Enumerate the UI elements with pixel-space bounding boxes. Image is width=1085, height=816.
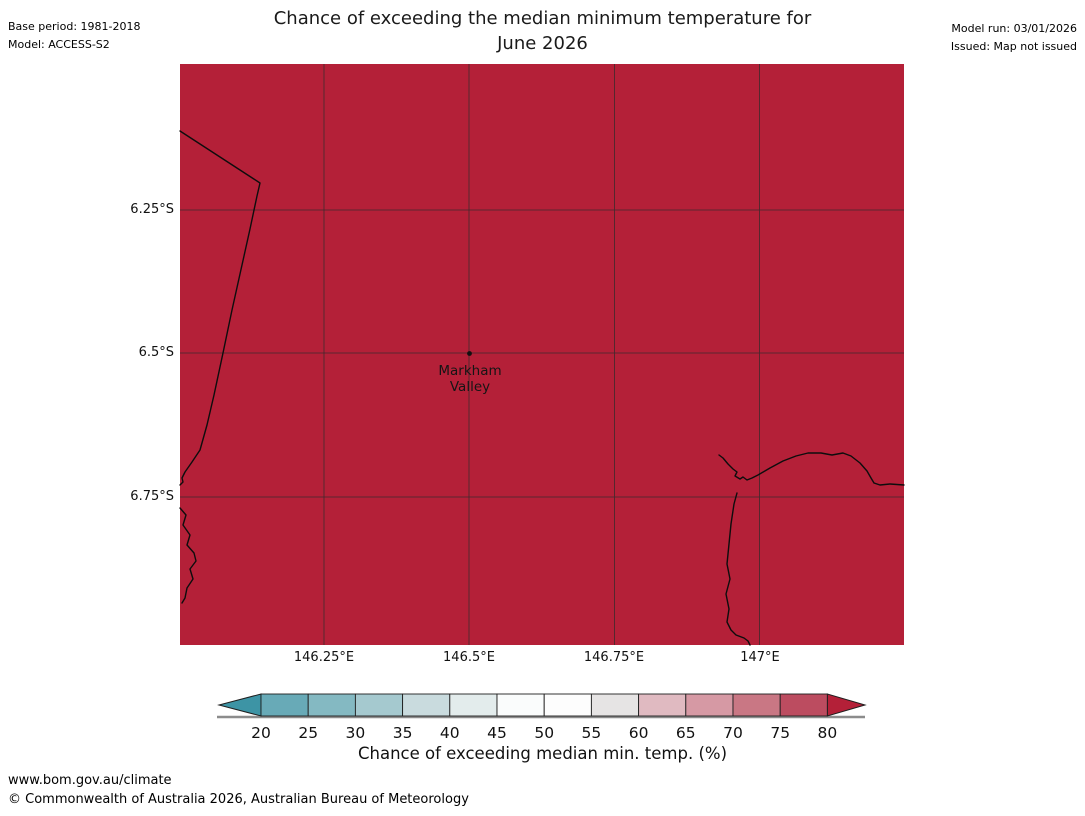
- model-run-text: Model run: 03/01/2026: [951, 22, 1077, 35]
- map-canvas: Markham Valley: [179, 64, 905, 646]
- colorbar-segment-40-45: [449, 693, 498, 717]
- base-period-text: Base period: 1981-2018: [8, 20, 141, 33]
- location-marker-label-line1: Markham: [438, 363, 501, 379]
- coastline-west-lower: [179, 507, 197, 604]
- page-title-line2: June 2026: [497, 33, 588, 54]
- colorbar-tick-20: 20: [251, 724, 271, 742]
- colorbar-right-arrow: [826, 693, 867, 717]
- colorbar-segment-25-30: [307, 693, 356, 717]
- colorbar-segment-75-80: [779, 693, 828, 717]
- colorbar-segment-35-40: [402, 693, 451, 717]
- page-title: Chance of exceeding the median minimum t…: [0, 6, 1085, 56]
- model-text: Model: ACCESS-S2: [8, 38, 110, 51]
- colorbar-left-arrow: [217, 693, 262, 717]
- footer-url: www.bom.gov.au/climate: [8, 773, 172, 788]
- coastlines: [179, 130, 905, 646]
- colorbar-tick-30: 30: [346, 724, 366, 742]
- colorbar-segment-55-60: [590, 693, 640, 717]
- map-fill-region: [180, 64, 904, 645]
- colorbar-segment-50-55: [543, 693, 592, 717]
- coastline-northwest: [179, 130, 261, 486]
- colorbar: 20 25 30 35 40 45 50 55 60 65 70 75 80: [217, 693, 867, 742]
- lat-label-6-5s: 6.5°S: [138, 345, 174, 360]
- colorbar-tick-40: 40: [440, 724, 460, 742]
- colorbar-tick-25: 25: [298, 724, 318, 742]
- lon-label-146-75e: 146.75°E: [583, 650, 645, 665]
- colorbar-segment-65-70: [685, 693, 734, 717]
- coastline-south-branch: [725, 492, 751, 646]
- colorbar-tick-80: 80: [818, 724, 838, 742]
- location-marker-label-line2: Valley: [450, 379, 490, 395]
- lon-label-147e: 147°E: [740, 650, 780, 665]
- colorbar-tick-75: 75: [770, 724, 790, 742]
- colorbar-tick-70: 70: [723, 724, 743, 742]
- lat-label-6-75s: 6.75°S: [130, 489, 174, 504]
- map-gridlines: [180, 64, 904, 645]
- colorbar-axis-label: Chance of exceeding median min. temp. (%…: [357, 744, 728, 763]
- colorbar-tick-45: 45: [487, 724, 507, 742]
- header-left-block: Base period: 1981-2018 Model: ACCESS-S2: [8, 18, 140, 54]
- location-marker-dot: [467, 351, 472, 356]
- colorbar-segment-20-25: [260, 693, 309, 717]
- header-right-block: Model run: 03/01/2026 Issued: Map not is…: [951, 20, 1077, 56]
- colorbar-segment-60-65: [638, 693, 687, 717]
- colorbar-segment-45-50: [496, 693, 545, 717]
- colorbar-tick-55: 55: [582, 724, 602, 742]
- lon-label-146-5e: 146.5°E: [443, 650, 495, 665]
- colorbar-segment-30-35: [354, 693, 404, 717]
- colorbar-tick-labels: 20 25 30 35 40 45 50 55 60 65 70 75 80: [251, 724, 837, 742]
- footer-copyright: © Commonwealth of Australia 2026, Austra…: [8, 792, 469, 807]
- colorbar-segments: [260, 693, 828, 717]
- lat-label-6-25s: 6.25°S: [130, 202, 174, 217]
- colorbar-tick-60: 60: [629, 724, 649, 742]
- issued-text: Issued: Map not issued: [950, 40, 1077, 53]
- coastline-southeast: [718, 452, 905, 486]
- colorbar-segment-70-75: [732, 693, 781, 717]
- page-title-line1: Chance of exceeding the median minimum t…: [273, 8, 812, 29]
- colorbar-tick-35: 35: [393, 724, 413, 742]
- lon-label-146-25e: 146.25°E: [293, 650, 355, 665]
- colorbar-tick-65: 65: [676, 724, 696, 742]
- colorbar-tick-50: 50: [534, 724, 554, 742]
